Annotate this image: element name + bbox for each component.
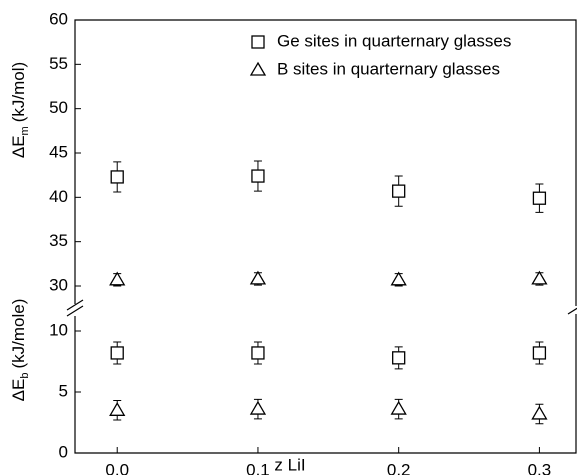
legend-label: Ge sites in quarternary glasses [277, 31, 511, 50]
data-point [110, 346, 124, 360]
data-point [392, 184, 406, 198]
y-tick-label: 60 [49, 9, 68, 28]
y-tick-label: 45 [49, 142, 68, 161]
x-tick-label: 0.0 [105, 460, 129, 475]
label-unit: (kJ/mole) [9, 299, 28, 369]
label-symbol: ΔE [9, 135, 28, 158]
label-subscript: b [19, 373, 31, 379]
axis-break [66, 299, 577, 317]
data-point [390, 271, 407, 286]
data-point [531, 270, 548, 285]
y-tick-label: 0 [59, 442, 68, 461]
data-point [532, 346, 547, 360]
axis-frame [74, 19, 577, 454]
data-point [251, 346, 265, 360]
y-tick-label: 35 [49, 231, 68, 250]
label-unit: (kJ/mol) [9, 62, 28, 122]
legend-label: B sites in quarternary glasses [277, 59, 500, 78]
label-subscript: m [19, 126, 31, 135]
legend-marker [249, 61, 267, 76]
y-tick-label: 5 [59, 381, 68, 400]
data-point [109, 402, 126, 416]
legend-marker [251, 35, 265, 49]
label-symbol: ΔE [9, 379, 28, 402]
y-tick-label: 30 [49, 275, 68, 294]
y-axis-label-upper: ΔEm (kJ/mol) [9, 62, 30, 158]
x-tick-label: 0.3 [528, 460, 552, 475]
y-tick-label: 55 [49, 54, 68, 73]
data-point [251, 169, 265, 183]
data-point [249, 270, 267, 285]
y-tick-label: 10 [49, 320, 68, 339]
x-tick-label: 0.1 [246, 460, 270, 475]
data-point [532, 191, 547, 205]
x-tick-label: 0.2 [387, 460, 411, 475]
y-tick-label: 40 [49, 187, 68, 206]
y-axis-label-lower: ΔEb (kJ/mole) [9, 299, 30, 402]
data-point [392, 351, 406, 365]
data-point [531, 405, 548, 420]
x-axis-label: z LiI [274, 455, 305, 474]
data-point [390, 400, 407, 415]
data-point [109, 271, 126, 286]
y-tick-label: 50 [49, 98, 68, 117]
data-point [110, 170, 124, 184]
data-point [249, 400, 267, 415]
